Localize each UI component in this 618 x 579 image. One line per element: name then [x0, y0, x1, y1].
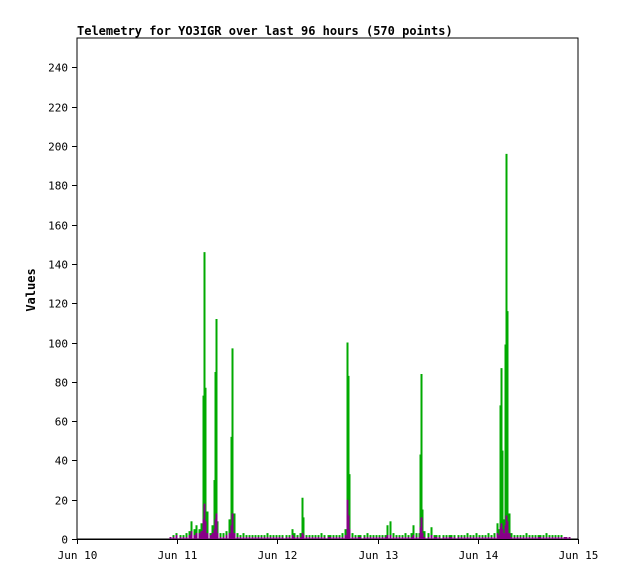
y-tick-label: 120 — [48, 298, 68, 311]
chart-title: Telemetry for YO3IGR over last 96 hours … — [77, 24, 453, 38]
x-tick-label: Jun 14 — [459, 549, 499, 562]
y-tick-label: 80 — [55, 377, 68, 390]
x-tick-label: Jun 12 — [258, 549, 298, 562]
y-tick-label: 160 — [48, 220, 68, 233]
y-tick-label: 240 — [48, 62, 68, 75]
y-tick-label: 220 — [48, 102, 68, 115]
x-tick-label: Jun 10 — [58, 549, 98, 562]
y-tick-label: 40 — [55, 455, 68, 468]
plot-area: 0 20 40 60 80 100 120 140 160 180 200 220 240 Jun 10 J… — [48, 37, 599, 562]
x-tick-label: Jun 11 — [158, 549, 198, 562]
y-tick-label: 0 — [61, 534, 68, 547]
x-tick-label: Jun 15 — [559, 549, 599, 562]
y-axis-label: Values — [24, 268, 38, 311]
x-tick-label: Jun 13 — [359, 549, 399, 562]
y-tick-label: 20 — [55, 495, 68, 508]
y-tick-label: 140 — [48, 259, 68, 272]
y-tick-label: 200 — [48, 141, 68, 154]
y-tick-label: 100 — [48, 338, 68, 351]
y-tick-label: 180 — [48, 180, 68, 193]
y-tick-label: 60 — [55, 416, 68, 429]
